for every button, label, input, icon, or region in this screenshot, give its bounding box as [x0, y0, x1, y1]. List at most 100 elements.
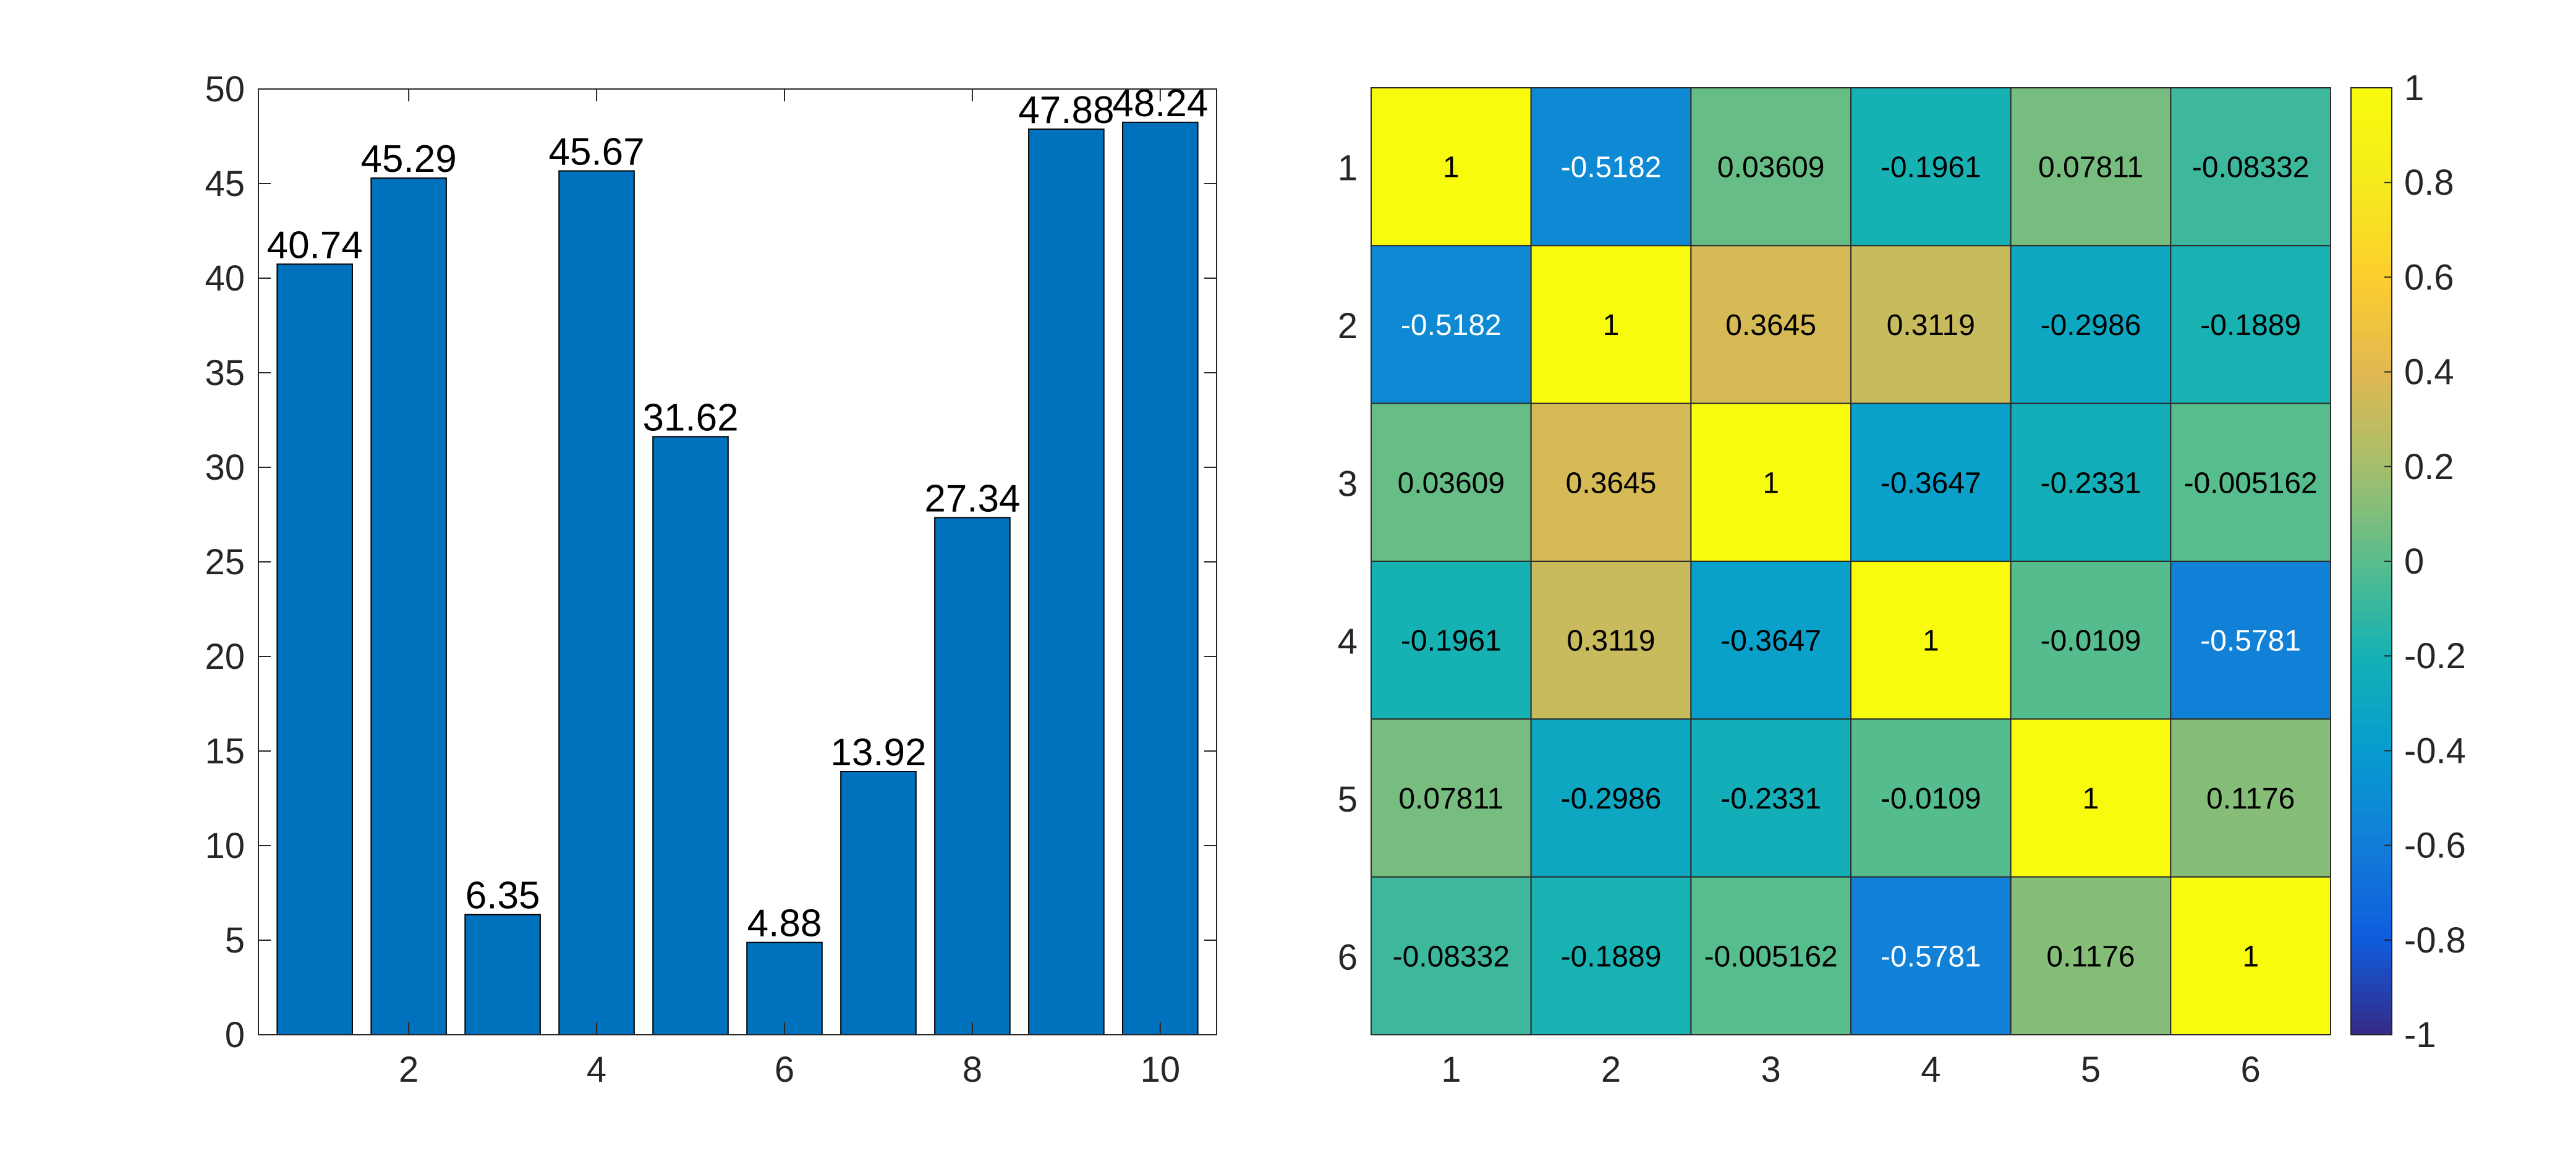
heatmap-cell-label: -0.1961: [1401, 625, 1502, 658]
bar-data-label: 47.88: [1018, 89, 1114, 132]
x-tick-label: 10: [1141, 1050, 1181, 1090]
bar-8: [934, 517, 1011, 1035]
colorbar-segment: [2351, 420, 2392, 429]
heatmap-cell: [1371, 718, 1532, 878]
colorbar-tick-label: -0.8: [2404, 920, 2466, 961]
colorbar-segment: [2351, 517, 2392, 525]
bar-data-label: 4.88: [747, 902, 822, 945]
y-tick-label: 40: [205, 258, 245, 299]
heatmap-cell-label: 0.1176: [2206, 783, 2295, 815]
colorbar-segment: [2351, 657, 2392, 666]
colorbar-segment: [2351, 154, 2392, 163]
colorbar-segment: [2351, 620, 2392, 629]
colorbar-segment: [2351, 169, 2392, 177]
bar-data-label: 31.62: [642, 396, 738, 439]
colorbar-segment: [2351, 539, 2392, 548]
heatmap-cell: [1850, 876, 2012, 1035]
colorbar-tick-label: 0.2: [2404, 447, 2454, 487]
colorbar-tick-label: -0.6: [2404, 826, 2466, 866]
heatmap-cell-label: 0.07811: [1398, 783, 1503, 815]
bar-5: [652, 436, 729, 1035]
heatmap-cell-label: 0.1176: [2046, 940, 2135, 973]
colorbar-segment: [2351, 198, 2392, 207]
colorbar-tick-label: 0.6: [2404, 257, 2454, 297]
bar-1: [276, 263, 353, 1036]
heatmap-cell: [1690, 718, 1851, 878]
colorbar-segment: [2351, 761, 2392, 770]
colorbar-segment: [2351, 480, 2392, 488]
colorbar-segment: [2351, 487, 2392, 496]
heatmap-cell-label: -0.005162: [2184, 467, 2318, 499]
y-tick-label: 50: [205, 69, 245, 109]
colorbar-segment: [2351, 635, 2392, 643]
heatmap-cell: [2170, 402, 2331, 563]
colorbar-segment: [2351, 325, 2392, 333]
colorbar-segment: [2351, 376, 2392, 384]
colorbar-segment: [2351, 184, 2392, 192]
y-tick-label: 10: [205, 826, 245, 866]
colorbar-tick-label: -1: [2404, 1015, 2436, 1055]
bar-data-label: 13.92: [830, 731, 926, 774]
colorbar-segment: [2351, 139, 2392, 148]
heatmap-row-label: 4: [1338, 622, 1358, 662]
colorbar-tick-label: 0: [2404, 541, 2424, 582]
y-tick-label: 5: [225, 920, 245, 961]
colorbar-segment: [2351, 391, 2392, 399]
colorbar-segment: [2351, 258, 2392, 266]
y-tick-label: 30: [205, 448, 245, 488]
colorbar-segment: [2351, 132, 2392, 140]
colorbar-segment: [2351, 575, 2392, 584]
colorbar-segment: [2351, 502, 2392, 511]
colorbar-segment: [2351, 457, 2392, 466]
y-tick-label: 45: [205, 164, 245, 204]
colorbar-segment: [2351, 946, 2392, 954]
colorbar-segment: [2351, 820, 2392, 828]
heatmap-cell: [1850, 402, 2012, 563]
colorbar-segment: [2351, 694, 2392, 703]
colorbar-segment: [2351, 236, 2392, 244]
colorbar-segment: [2351, 561, 2392, 569]
heatmap-cell-label: 0.07811: [2038, 151, 2143, 184]
colorbar-segment: [2351, 598, 2392, 606]
heatmap-cell-label: -0.2986: [2041, 309, 2141, 342]
colorbar-segment: [2351, 206, 2392, 214]
heatmap-cell: [2170, 561, 2331, 720]
colorbar-segment: [2351, 590, 2392, 599]
heatmap-cell-label: -0.3647: [1720, 625, 1821, 658]
colorbar-segment: [2351, 273, 2392, 281]
colorbar-segment: [2351, 546, 2392, 555]
colorbar-segment: [2351, 627, 2392, 636]
heatmap-cell: [1371, 87, 1532, 247]
colorbar-segment: [2351, 568, 2392, 577]
heatmap-cell-label: -0.5182: [1401, 309, 1502, 342]
heatmap-cell-label: -0.5781: [2200, 625, 2301, 658]
heatmap-col-label: 6: [2241, 1050, 2261, 1090]
colorbar-segment: [2351, 331, 2392, 340]
heatmap-cell: [2170, 718, 2331, 878]
y-tick-label: 35: [205, 353, 245, 393]
heatmap-cell: [1371, 876, 1532, 1035]
colorbar-segment: [2351, 812, 2392, 821]
heatmap-cell: [2010, 561, 2172, 720]
bar-10: [1122, 121, 1199, 1036]
heatmap-cell: [2170, 245, 2331, 404]
colorbar-segment: [2351, 1013, 2392, 1021]
colorbar-segment: [2351, 280, 2392, 289]
y-tick-label: 15: [205, 731, 245, 771]
colorbar-segment: [2351, 834, 2392, 843]
heatmap-cell: [2010, 87, 2172, 247]
x-tick-label: 8: [963, 1050, 982, 1090]
colorbar-segment: [2351, 687, 2392, 695]
colorbar-segment: [2351, 938, 2392, 947]
colorbar-segment: [2351, 413, 2392, 422]
colorbar-segment: [2351, 791, 2392, 799]
heatmap-cell-label: -0.2331: [1720, 783, 1821, 815]
colorbar-segment: [2351, 731, 2392, 740]
colorbar-segment: [2351, 798, 2392, 806]
colorbar-segment: [2351, 783, 2392, 792]
bar-data-label: 45.29: [361, 138, 457, 180]
colorbar-segment: [2351, 435, 2392, 444]
colorbar-segment: [2351, 95, 2392, 103]
heatmap-cell: [1371, 245, 1532, 404]
